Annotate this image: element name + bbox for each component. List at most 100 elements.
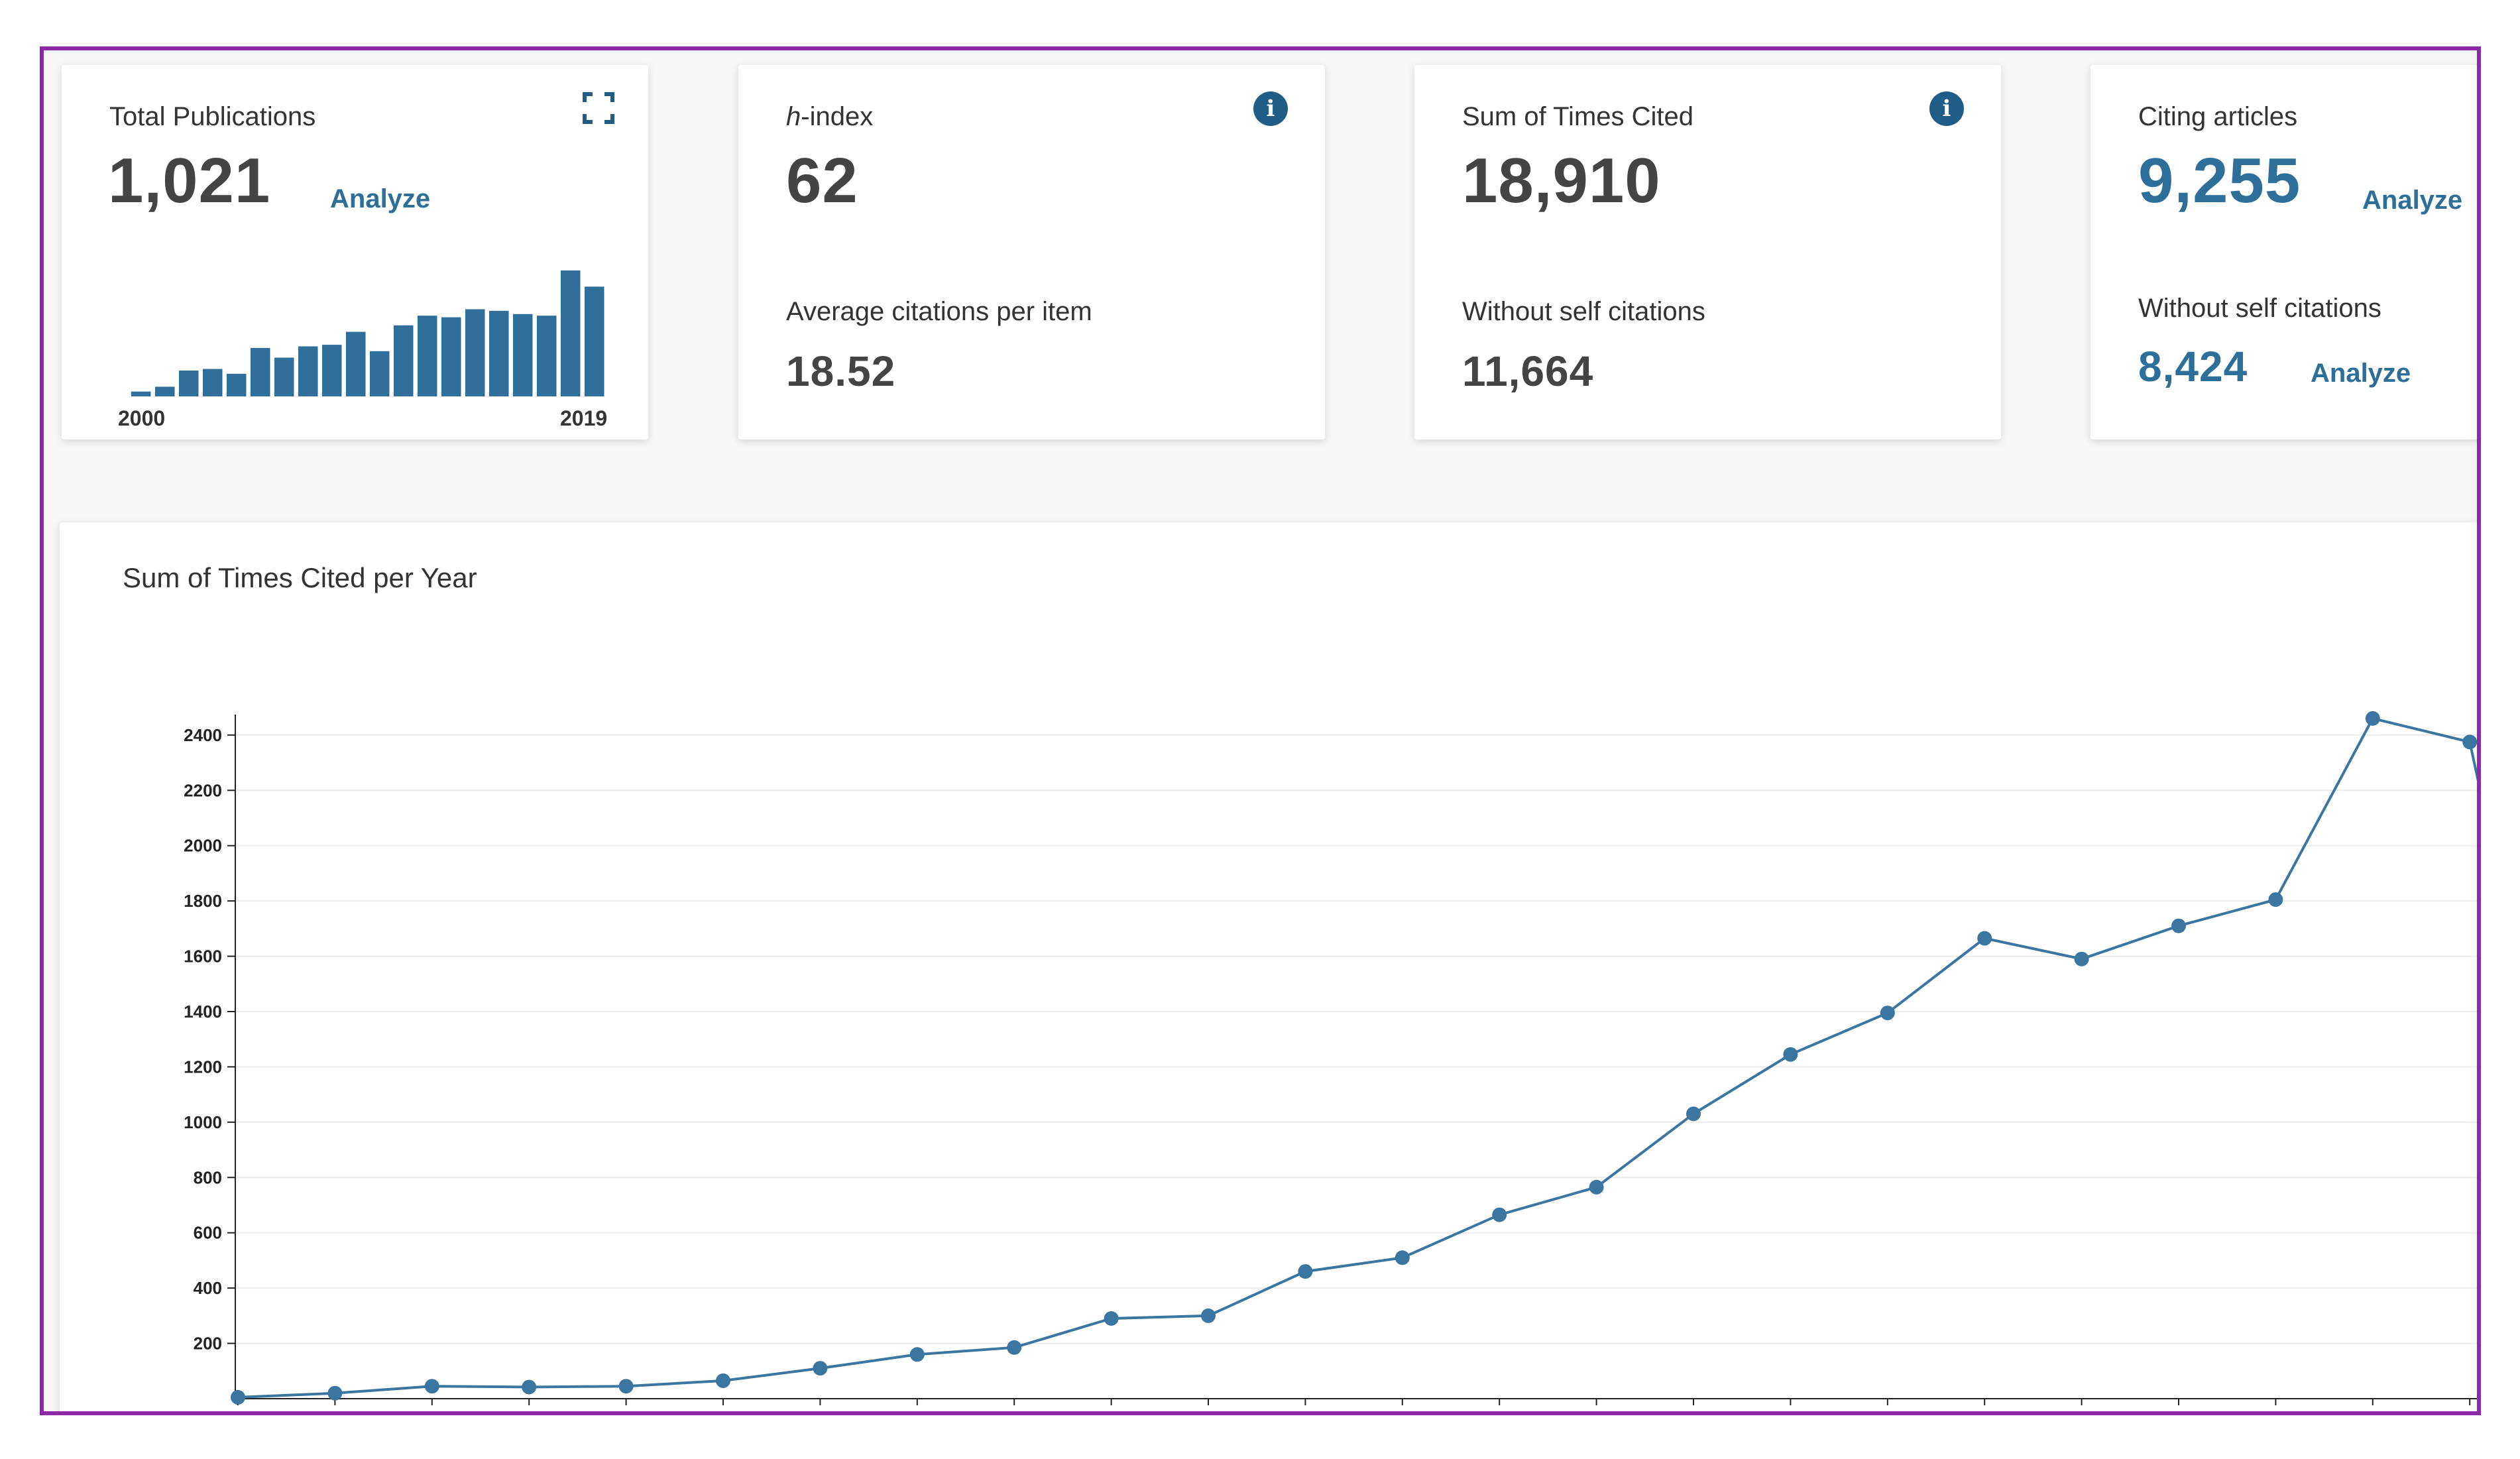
- data-point-1997[interactable]: [327, 1385, 343, 1401]
- data-point-2003[interactable]: [909, 1347, 925, 1362]
- mini-bar-14: [465, 309, 485, 396]
- mini-bar-16: [513, 314, 533, 396]
- y-tick-label-2000: 2000: [184, 836, 222, 856]
- data-point-2019[interactable]: [2462, 734, 2477, 750]
- x-tick-label-2018: 2018: [2354, 1412, 2392, 1415]
- data-point-2016[interactable]: [2171, 918, 2186, 933]
- total-publications-label: Total Publications: [109, 102, 316, 131]
- x-tick-label-2016: 2016: [2159, 1412, 2198, 1415]
- publications-mini-bar-chart: [131, 270, 604, 396]
- data-point-2001[interactable]: [716, 1373, 730, 1388]
- data-point-2002[interactable]: [813, 1361, 828, 1376]
- mini-bar-5: [251, 347, 270, 396]
- data-point-2013[interactable]: [1880, 1006, 1895, 1021]
- data-point-2010[interactable]: [1589, 1179, 1604, 1195]
- times-cited-card: Sum of Times Cited i 18,910 Without self…: [1414, 65, 2001, 439]
- data-point-1998[interactable]: [424, 1379, 439, 1394]
- total-publications-value: 1,021: [108, 145, 271, 216]
- mini-bar-0: [131, 391, 151, 396]
- y-tick-label-1800: 1800: [184, 891, 222, 911]
- x-tick-label-2009: 2009: [1480, 1412, 1518, 1415]
- data-point-2014[interactable]: [1977, 931, 1992, 946]
- mini-bar-19: [585, 286, 604, 396]
- mini-bar-15: [489, 310, 509, 396]
- x-tick-label-2007: 2007: [1286, 1412, 1324, 1415]
- x-tick-label-2006: 2006: [1189, 1412, 1228, 1415]
- data-point-2015[interactable]: [2074, 951, 2089, 966]
- mini-bar-7: [298, 346, 318, 396]
- h-index-card: h-index i 62 Average citations per item …: [738, 65, 1325, 439]
- times-cited-without-self-label: Without self citations: [1462, 297, 1705, 326]
- citing-articles-without-self-label: Without self citations: [2138, 294, 2381, 323]
- h-index-info-icon[interactable]: i: [1253, 91, 1288, 126]
- citation-report-frame: Total Publications 1,021 Analyze 2000 20…: [40, 46, 2481, 1415]
- citing-articles-without-self-value[interactable]: 8,424: [2138, 343, 2248, 390]
- data-point-2005[interactable]: [1104, 1311, 1119, 1326]
- h-index-label-rest: -index: [801, 102, 874, 131]
- x-tick-label-2001: 2001: [704, 1412, 742, 1415]
- times-cited-line-chart: 200 400 600 800 1000 1200 1400 1600 1800 2000 2200…: [184, 711, 2477, 1415]
- h-index-label-italic: h: [786, 102, 801, 131]
- citing-articles-without-self-analyze-link[interactable]: Analyze: [2311, 359, 2411, 388]
- data-point-2018[interactable]: [2365, 711, 2380, 726]
- mini-bar-9: [346, 331, 366, 396]
- mini-bar-1: [155, 386, 175, 396]
- x-tick-label-2011: 2011: [1675, 1412, 1712, 1415]
- data-point-2008[interactable]: [1395, 1250, 1410, 1265]
- data-point-2012[interactable]: [1783, 1047, 1798, 1062]
- x-tick-label-2002: 2002: [801, 1412, 839, 1415]
- times-cited-per-year-card: Sum of Times Cited per Year 200 400 600 800…: [60, 522, 2477, 1415]
- y-tick-label-1000: 1000: [184, 1112, 222, 1132]
- data-point-2006[interactable]: [1201, 1308, 1216, 1323]
- h-index-label: h-index: [786, 102, 873, 132]
- y-tick-label-400: 400: [194, 1278, 222, 1298]
- y-tick-label-200: 200: [194, 1334, 222, 1354]
- data-point-2000[interactable]: [618, 1379, 634, 1394]
- chart-title: Sum of Times Cited per Year: [123, 562, 477, 593]
- data-point-2011[interactable]: [1686, 1106, 1701, 1122]
- x-tick-label-2003: 2003: [898, 1412, 937, 1415]
- x-tick-label-1997: 1997: [315, 1412, 354, 1415]
- data-point-1999[interactable]: [522, 1379, 537, 1395]
- y-tick-label-600: 600: [194, 1223, 222, 1243]
- data-point-2007[interactable]: [1298, 1264, 1313, 1279]
- average-citations-value: 18.52: [786, 347, 896, 395]
- series-line: [237, 717, 2477, 1399]
- x-tick-label-2004: 2004: [995, 1412, 1033, 1415]
- h-index-value: 62: [786, 145, 858, 216]
- data-point-2004[interactable]: [1007, 1340, 1022, 1355]
- x-tick-label-2015: 2015: [2063, 1412, 2101, 1415]
- y-tick-label-800: 800: [194, 1167, 222, 1187]
- citing-articles-value[interactable]: 9,255: [2138, 145, 2301, 216]
- x-tick-label-1996: 1996: [219, 1412, 257, 1415]
- total-publications-analyze-link[interactable]: Analyze: [330, 184, 431, 213]
- expand-icon[interactable]: [582, 91, 615, 125]
- y-tick-label-1600: 1600: [184, 947, 222, 966]
- mini-bar-10: [370, 351, 390, 396]
- total-publications-card: Total Publications 1,021 Analyze 2000 20…: [62, 65, 648, 439]
- data-point-2017[interactable]: [2268, 892, 2283, 907]
- mini-bar-11: [394, 325, 414, 396]
- x-tick-label-2017: 2017: [2256, 1412, 2295, 1415]
- y-tick-label-2400: 2400: [184, 725, 222, 745]
- mini-bar-17: [537, 316, 557, 396]
- x-tick-label-2010: 2010: [1577, 1412, 1616, 1415]
- y-tick-label-1400: 1400: [184, 1002, 222, 1021]
- average-citations-label: Average citations per item: [786, 297, 1092, 326]
- data-point-2009[interactable]: [1492, 1207, 1507, 1222]
- mini-bar-4: [227, 373, 247, 396]
- citing-articles-analyze-link[interactable]: Analyze: [2362, 186, 2463, 215]
- y-tick-label-2200: 2200: [184, 780, 222, 800]
- mini-bar-3: [203, 369, 223, 396]
- citing-articles-label: Citing articles: [2138, 102, 2298, 131]
- y-tick-label-1200: 1200: [184, 1057, 222, 1077]
- data-point-1996[interactable]: [231, 1389, 245, 1405]
- x-tick-label-2008: 2008: [1383, 1412, 1422, 1415]
- x-tick-label-2012: 2012: [1771, 1412, 1809, 1415]
- mini-bar-2: [179, 371, 199, 396]
- x-tick-label-2005: 2005: [1092, 1412, 1131, 1415]
- times-cited-info-icon[interactable]: i: [1929, 91, 1964, 126]
- times-cited-value: 18,910: [1462, 145, 1661, 216]
- mini-bar-6: [274, 357, 294, 396]
- mini-bar-13: [441, 317, 461, 396]
